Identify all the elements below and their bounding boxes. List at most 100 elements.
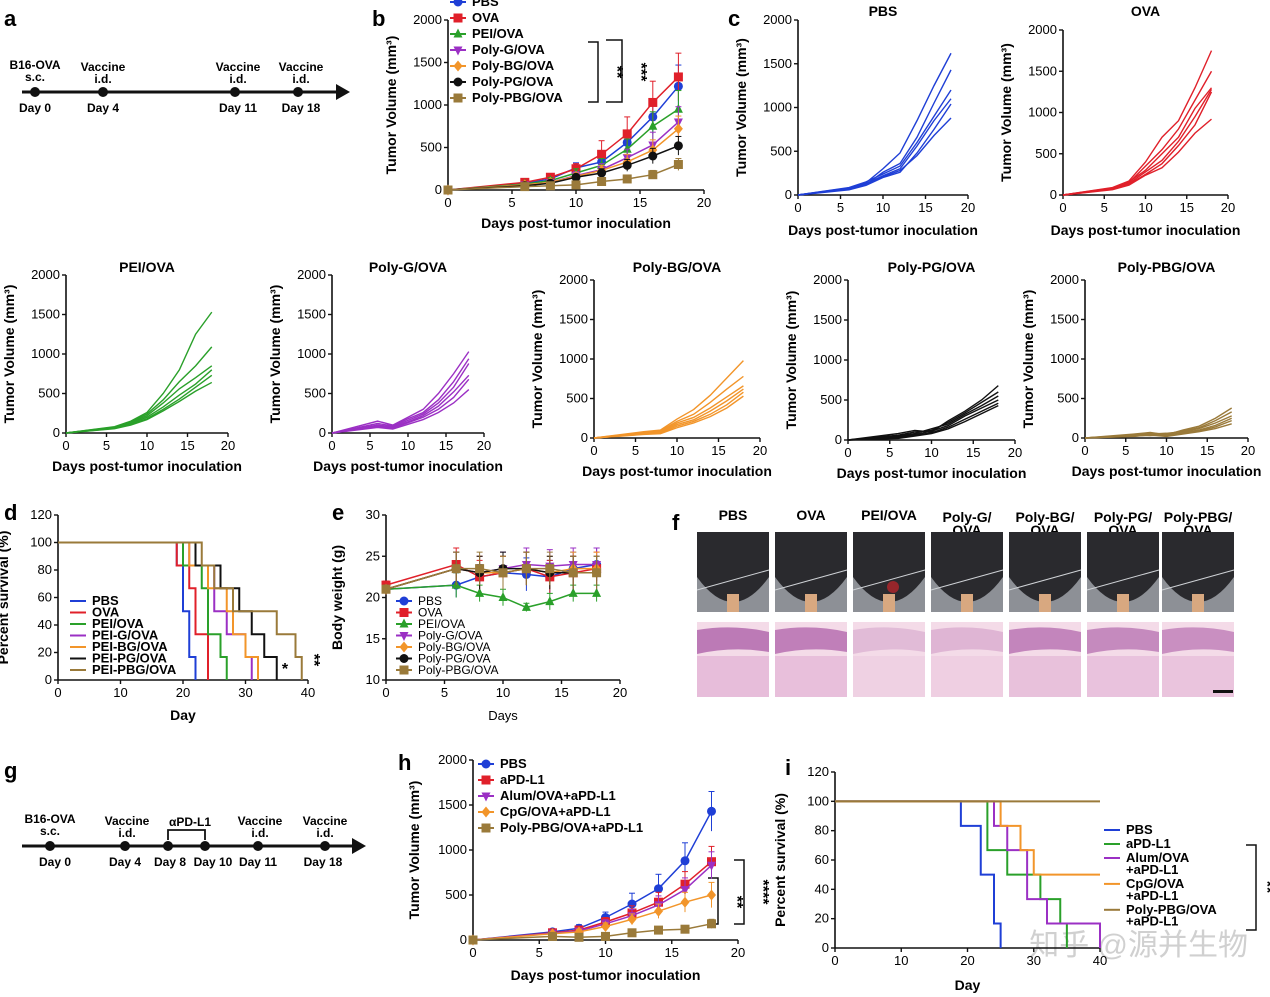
y-tick-label: 120 <box>807 764 829 779</box>
data-point <box>680 896 690 908</box>
legend-marker <box>453 0 463 7</box>
timeline-g: αPD-L1 B16-OVA s.c. Vaccine i.d. Vaccine… <box>22 812 366 869</box>
series-line <box>331 378 470 434</box>
sig-h2: **** <box>754 880 771 906</box>
legend-label: OVA <box>92 605 120 620</box>
x-tick-label: 20 <box>477 438 491 453</box>
x-tick-label: 10 <box>569 195 583 210</box>
x-tick-label: 20 <box>753 443 767 458</box>
chart-title: PBS <box>869 3 898 19</box>
series-line <box>847 399 999 441</box>
y-tick-label: 2000 <box>31 267 60 282</box>
y-tick-label: 500 <box>1057 391 1079 406</box>
y-tick-label: 500 <box>304 386 326 401</box>
mouse-tail <box>727 594 739 612</box>
data-point <box>592 587 602 597</box>
y-tick-label: 0 <box>435 182 442 197</box>
timeline-a-event: i.d. <box>94 72 111 86</box>
mouse-tail <box>1039 594 1051 612</box>
series-line <box>65 365 213 434</box>
x-axis-title: Days post-tumor inoculation <box>52 458 242 474</box>
legend-label: PEI-BG/OVA <box>92 639 168 654</box>
data-point <box>707 889 716 901</box>
x-tick-label: 15 <box>439 438 453 453</box>
y-axis-title: Body weight (g) <box>329 545 345 650</box>
x-tick-label: 15 <box>966 445 980 460</box>
sig-bracket-b2 <box>606 39 623 103</box>
x-tick-label: 10 <box>598 945 612 960</box>
legend-label: PEI/OVA <box>472 26 524 41</box>
chart-d: 0 10 20 30 40 0 20 40 60 80 100 120 Day Percent survi… <box>0 507 315 723</box>
histology-epidermis <box>1009 627 1081 654</box>
series-line <box>331 363 470 434</box>
survival-curve <box>58 541 259 680</box>
x-tick-label: 10 <box>1159 443 1173 458</box>
timeline-g-dot <box>320 841 330 851</box>
data-point <box>568 587 578 597</box>
histology-image <box>853 622 925 697</box>
y-tick-label: 2000 <box>813 272 842 287</box>
histology-dermis <box>853 656 925 697</box>
y-tick-label: 1500 <box>813 312 842 327</box>
cage-wire <box>1086 569 1160 591</box>
data-point <box>443 185 453 195</box>
sig-bracket-h2 <box>734 859 745 925</box>
data-point <box>673 160 683 169</box>
sig-d1: * <box>282 661 289 678</box>
series-line <box>472 894 712 941</box>
x-tick-label: 20 <box>960 953 974 968</box>
x-tick-label: 10 <box>113 685 127 700</box>
y-tick-label: 500 <box>420 140 442 155</box>
data-point <box>627 913 637 925</box>
chart-title: OVA <box>1131 3 1160 19</box>
y-tick-label: 15 <box>366 631 380 646</box>
chart-c-PolyPG: 0 5 10 15 20 0 500 1000 1500 2000 Days post-tumor … <box>783 259 1026 481</box>
y-tick-label: 80 <box>815 823 829 838</box>
legend-label: PEI-G/OVA <box>92 628 159 643</box>
timeline-g-bracket-label: αPD-L1 <box>169 815 211 829</box>
sig-i1: ** <box>1258 881 1270 894</box>
cage-wire <box>774 569 848 591</box>
timeline-a-day: Day 0 <box>19 101 51 115</box>
x-tick-label: 5 <box>1122 443 1129 458</box>
legend-label: Poly-PG/OVA <box>472 74 554 89</box>
data-point <box>381 584 391 594</box>
y-tick-label: 1000 <box>763 100 792 115</box>
y-axis-title: Tumor Volume (mm³) <box>529 290 545 429</box>
legend-marker <box>399 596 409 606</box>
x-tick-label: 15 <box>554 685 568 700</box>
x-tick-label: 0 <box>1081 443 1088 458</box>
timeline-a-event: Vaccine <box>81 60 126 74</box>
cage-wire <box>1161 569 1235 591</box>
legend-label: Poly-PBG/OVA+aPD-L1 <box>500 820 643 835</box>
x-tick-label: 5 <box>886 445 893 460</box>
survival-curve <box>835 800 1002 948</box>
panel-label-a: a <box>4 6 17 31</box>
y-axis-title: Tumor Volume (mm³) <box>783 291 799 430</box>
chart-title: PEI/OVA <box>119 259 175 275</box>
legend-label: PBS <box>92 593 119 608</box>
legend-label: PEI-PBG/OVA <box>92 662 177 677</box>
y-tick-label: 30 <box>366 507 380 522</box>
legend-label: aPD-L1 <box>500 772 545 787</box>
series-line <box>797 117 952 196</box>
x-tick-label: 10 <box>894 953 908 968</box>
photo-group-label: OVA <box>796 507 825 523</box>
x-tick-label: 15 <box>633 195 647 210</box>
panel-label-e: e <box>332 500 344 525</box>
x-tick-label: 10 <box>670 443 684 458</box>
timeline-a: B16-OVA s.c. Vaccine i.d. Vaccine i.d. V… <box>9 58 350 115</box>
photo-group-label: PBS <box>719 507 748 523</box>
y-tick-label: 1500 <box>438 797 467 812</box>
chart-c-PolyBG: 0 5 10 15 20 0 500 1000 1500 2000 Days post-tumor … <box>529 259 772 479</box>
x-tick-label: 20 <box>961 200 975 215</box>
chart-i: 0 10 20 30 40 0 20 40 60 80 100 120 Day Percent survi… <box>772 764 1217 993</box>
data-point <box>654 905 663 917</box>
sig-b2: *** <box>632 63 649 82</box>
legend-marker <box>453 46 463 56</box>
data-point <box>707 861 716 871</box>
data-point <box>622 129 632 139</box>
x-axis-title: Day <box>955 977 981 993</box>
chart-c-PBS: 0 5 10 15 20 0 500 1000 1500 2000 Days post-tumor … <box>733 3 978 238</box>
x-tick-label: 30 <box>1027 953 1041 968</box>
